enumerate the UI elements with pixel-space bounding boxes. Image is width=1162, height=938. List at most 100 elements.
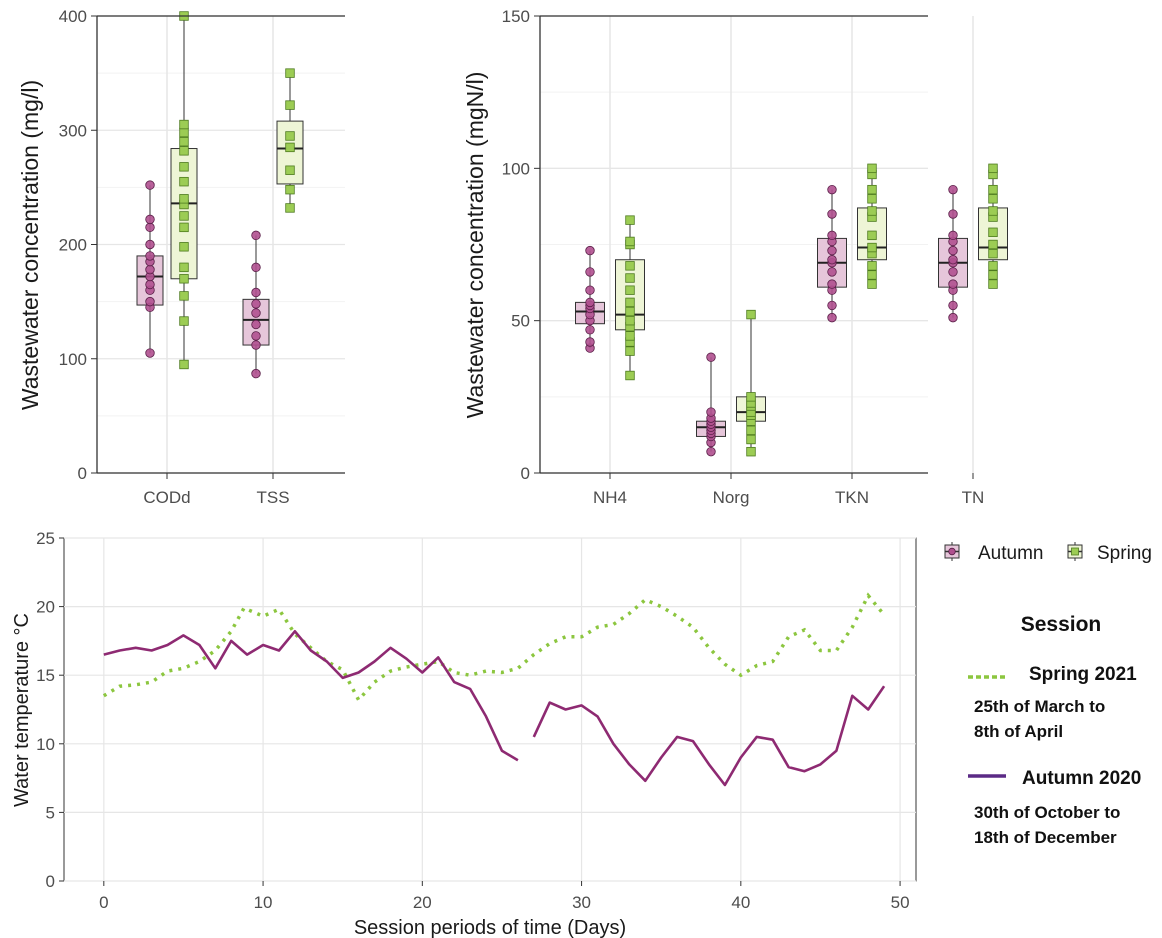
legend-autumn-key: [944, 542, 960, 561]
data-point: [179, 222, 189, 233]
y-tick-label: 5: [46, 803, 55, 822]
y-tick-label: 25: [36, 529, 55, 548]
data-point: [746, 392, 756, 402]
data-point: [179, 136, 189, 147]
data-point: [251, 287, 261, 298]
data-point: [706, 446, 716, 457]
data-point: [145, 239, 155, 250]
legend-autumn-2020-label: Autumn 2020: [1022, 768, 1141, 789]
panel-codd-tss: 0 100 200 300 400 CODd TSS Wastewater concent…: [17, 7, 345, 507]
data-point: [988, 194, 998, 204]
y-tick-label: 10: [36, 735, 55, 754]
box-spring-TSS: [276, 68, 304, 213]
data-point: [585, 267, 595, 277]
data-point: [827, 300, 837, 311]
data-point: [145, 296, 155, 307]
data-point: [867, 242, 877, 253]
legend-autumn-label: Autumn: [978, 543, 1043, 564]
box-legend: Autumn Spring: [944, 542, 1152, 564]
x-tick-label: 20: [413, 893, 432, 912]
panel1-boxplots: [136, 11, 304, 379]
data-point: [625, 285, 635, 295]
y-tick-label: 0: [78, 464, 87, 483]
y-tick-label: 15: [36, 666, 55, 685]
box-autumn-CODd: [136, 180, 164, 358]
data-point: [145, 214, 155, 225]
y-tick-label: 100: [502, 159, 530, 178]
y-tick-label: 50: [511, 312, 530, 331]
data-point: [948, 255, 958, 265]
data-point: [585, 245, 595, 256]
data-point: [867, 194, 877, 204]
box-spring-CODd: [170, 11, 198, 370]
data-point: [625, 215, 635, 225]
y-tick-label: 150: [502, 7, 530, 26]
legend-autumn-period-line1: 30th of October to: [974, 803, 1120, 822]
panel-temperature: 0 5 10 15 20 25 0 10 20 30 40 50 Water temperature…: [11, 529, 917, 938]
data-point: [867, 184, 877, 195]
x-tick-label-NH4: NH4: [593, 488, 627, 507]
panel3-y-ticks: 0 5 10 15 20 25: [36, 529, 64, 891]
data-point: [746, 434, 756, 445]
data-point: [179, 119, 189, 130]
data-point: [179, 242, 189, 252]
data-point: [625, 370, 635, 381]
y-tick-label: 300: [59, 121, 87, 140]
data-point: [948, 300, 958, 311]
data-point: [948, 184, 958, 195]
data-point: [145, 348, 155, 358]
data-point: [948, 230, 958, 241]
data-point: [179, 262, 189, 273]
panel1-y-ticks: 0 100 200 300 400: [59, 7, 98, 483]
box-spring-Norg: [736, 309, 766, 457]
data-point: [948, 245, 958, 256]
data-point: [867, 163, 877, 174]
data-point: [285, 100, 295, 110]
x-tick-label-TSS: TSS: [256, 488, 289, 507]
data-point: [145, 251, 155, 261]
data-point: [827, 267, 837, 277]
data-point: [179, 194, 189, 204]
data-point: [827, 230, 837, 241]
x-tick-label-TN: TN: [962, 488, 985, 507]
data-point: [827, 255, 837, 265]
data-point: [706, 407, 716, 417]
data-point: [179, 274, 189, 284]
data-point: [988, 261, 998, 271]
box-autumn-TN: [938, 184, 968, 323]
y-tick-label: 100: [59, 350, 87, 369]
box-autumn-NH4: [575, 245, 605, 353]
x-tick-label: 0: [99, 893, 108, 912]
data-point: [625, 273, 635, 283]
box-spring-TKN: [857, 163, 887, 289]
data-point: [251, 262, 261, 273]
panel2-y-axis-label: Wastewater concentration (mgN/l): [462, 72, 488, 419]
data-point: [827, 245, 837, 256]
data-point: [867, 270, 877, 280]
data-point: [867, 230, 877, 241]
data-point: [585, 285, 595, 295]
x-tick-label: 10: [254, 893, 273, 912]
legend-spring-key: [1067, 542, 1083, 561]
data-point: [145, 264, 155, 275]
x-tick-label-TKN: TKN: [835, 488, 869, 507]
data-point: [625, 236, 635, 247]
data-point: [145, 279, 155, 290]
y-tick-label: 200: [59, 236, 87, 255]
panel1-y-axis-label: Wastewater concentration (mg/l): [17, 80, 43, 410]
data-point: [948, 209, 958, 219]
data-point: [285, 184, 295, 195]
data-point: [625, 346, 635, 356]
x-tick-label-Norg: Norg: [713, 488, 750, 507]
data-point: [988, 206, 998, 216]
y-tick-label: 20: [36, 598, 55, 617]
legend-spring-period-line1: 25th of March to: [974, 697, 1105, 716]
data-point: [179, 316, 189, 326]
data-point: [988, 163, 998, 174]
panel1-x-ticks: CODd TSS: [97, 15, 345, 507]
data-point: [867, 206, 877, 216]
data-point: [948, 279, 958, 289]
data-point: [746, 446, 756, 457]
legend-spring-period-line2: 8th of April: [974, 722, 1063, 741]
